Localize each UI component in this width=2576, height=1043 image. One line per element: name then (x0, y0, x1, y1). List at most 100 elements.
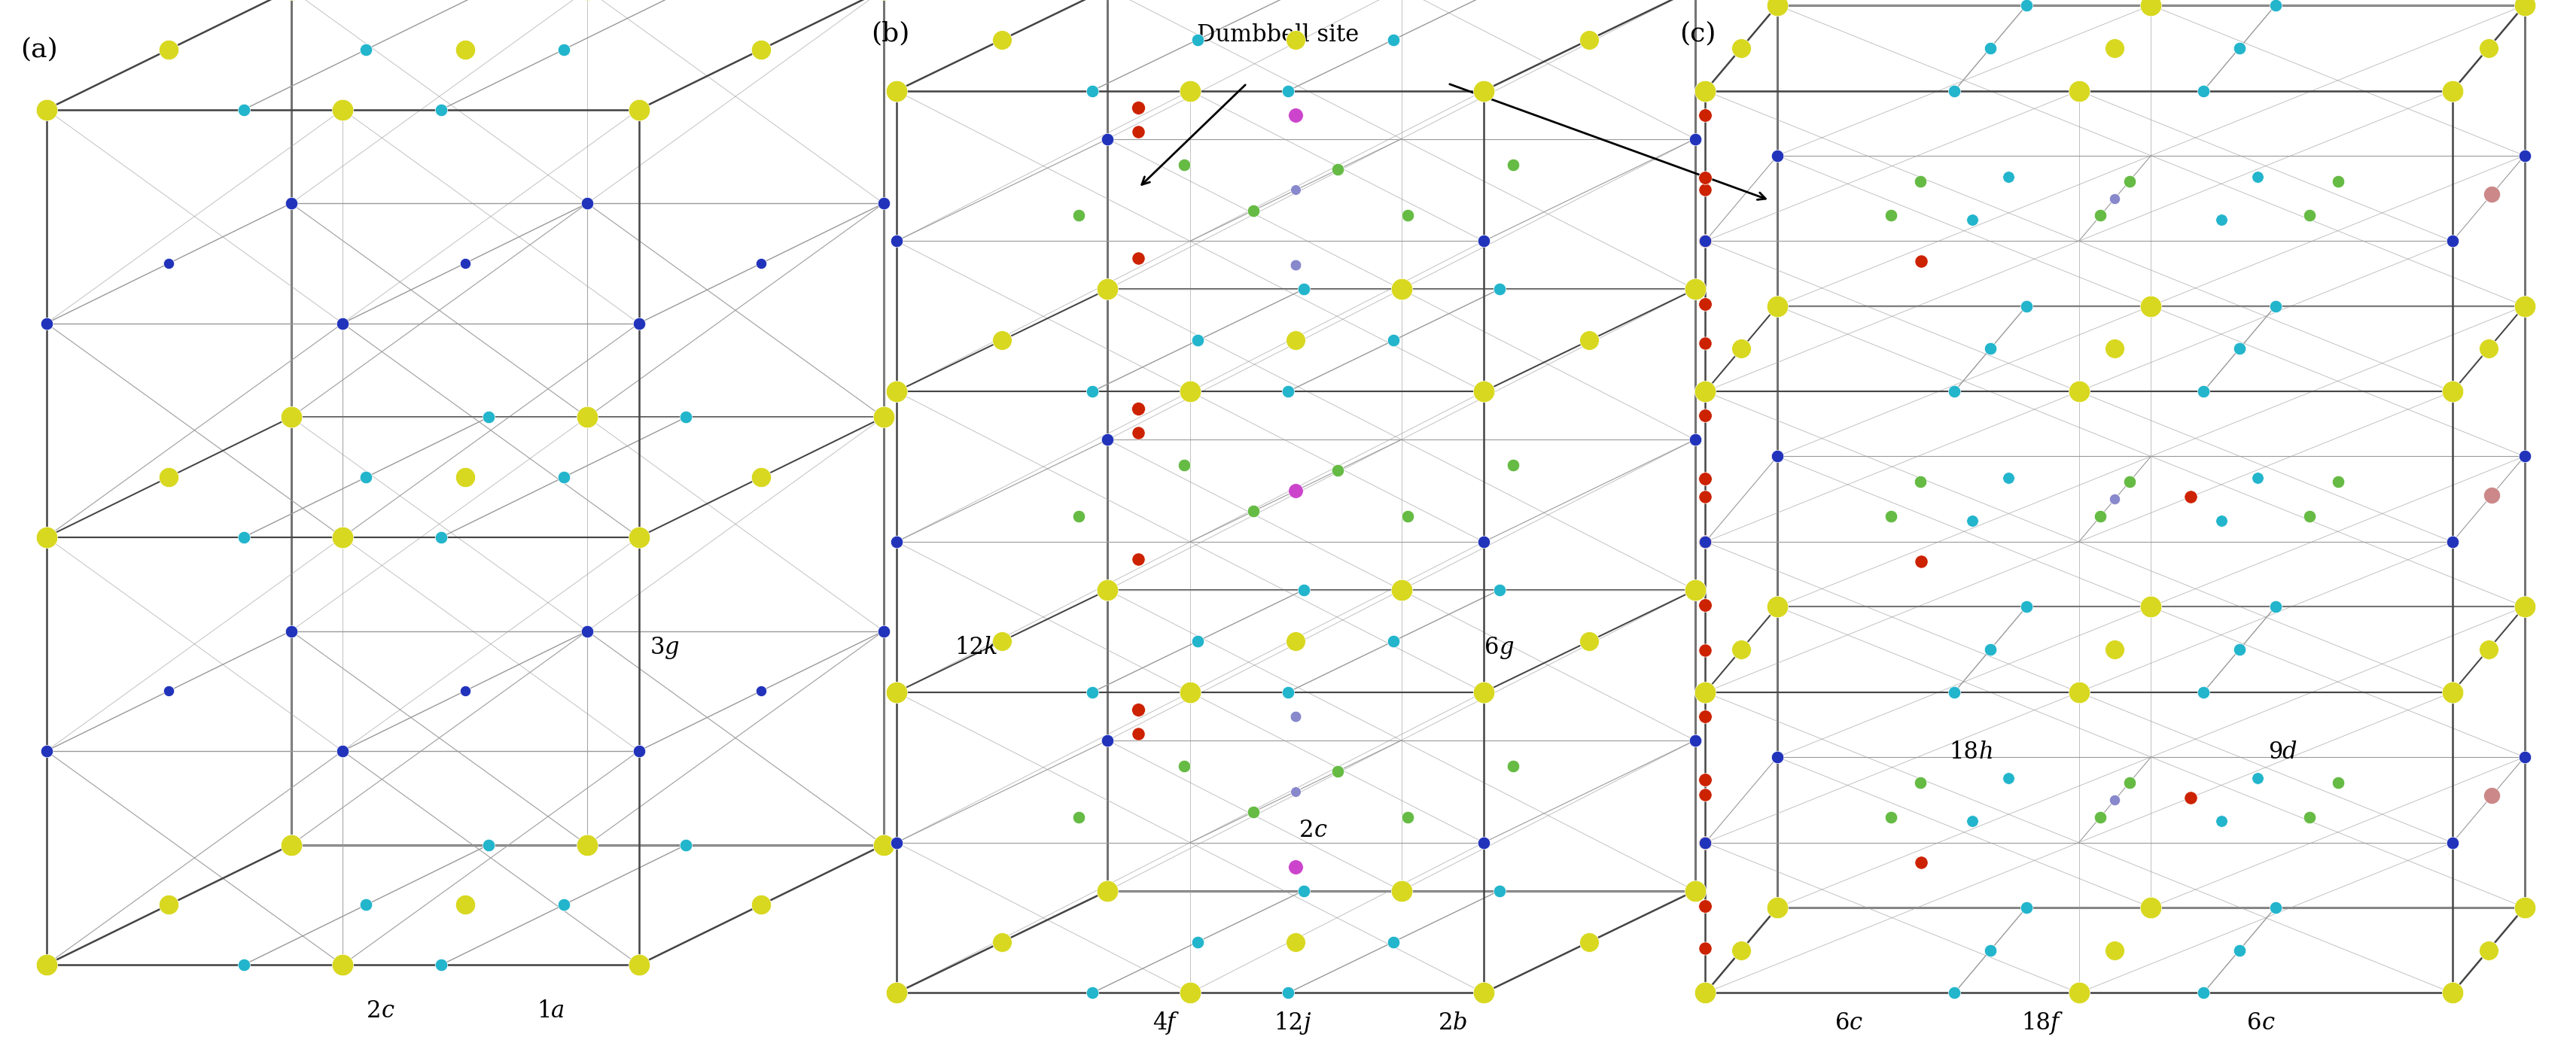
Point (2504, 0, 2545, 14)
Point (618, 743, 659, 759)
Point (1386, 508, 1427, 525)
Point (2236, 169, 2277, 186)
Point (1685, 233, 1726, 249)
Point (2182, 684, 2223, 701)
Point (2079, 508, 2120, 525)
Point (2079, 208, 2120, 224)
Point (26, 956, 67, 973)
Point (224, 101, 265, 118)
Point (1479, 582, 1520, 599)
Point (1072, 684, 1113, 701)
Point (345, 896, 386, 914)
Point (2200, 212, 2241, 228)
Point (2058, 82, 2099, 99)
Point (2470, 186, 2512, 202)
Point (1381, 582, 1422, 599)
Point (1685, 181, 1726, 198)
Point (1463, 684, 1504, 701)
Text: 3: 3 (649, 636, 665, 659)
Point (2468, 641, 2509, 658)
Point (1989, 469, 2030, 486)
Point (981, 31, 1023, 48)
Point (2110, 173, 2151, 190)
Point (2218, 340, 2259, 357)
Point (1685, 597, 1726, 613)
Point (567, 623, 608, 639)
Text: f: f (2050, 1012, 2058, 1035)
Point (1087, 732, 1128, 749)
Point (2182, 82, 2223, 99)
Point (1275, 181, 1316, 198)
Point (1757, 899, 1798, 916)
Point (2290, 808, 2331, 825)
Point (1386, 808, 1427, 825)
Point (863, 409, 904, 426)
Point (1275, 31, 1316, 48)
Point (739, 41, 781, 57)
Text: 4: 4 (1151, 1012, 1167, 1035)
Point (2254, 0, 2295, 14)
Point (2236, 469, 2277, 486)
Point (1316, 162, 1358, 178)
Point (618, 956, 659, 973)
Point (1381, 882, 1422, 899)
Point (1164, 757, 1206, 774)
Point (1685, 534, 1726, 551)
Text: 6: 6 (2246, 1012, 2262, 1035)
Point (863, 195, 904, 212)
Point (2254, 899, 2295, 916)
Text: b: b (1453, 1012, 1468, 1035)
Point (1316, 762, 1358, 779)
Point (2094, 40, 2136, 56)
Point (2007, 599, 2048, 615)
Point (1492, 457, 1533, 474)
Point (1072, 383, 1113, 399)
Text: k: k (984, 636, 997, 659)
Point (270, 836, 312, 853)
Point (1685, 940, 1726, 956)
Point (739, 683, 781, 700)
Point (2058, 383, 2099, 399)
Point (26, 315, 67, 332)
Point (1685, 786, 1726, 803)
Point (2094, 491, 2136, 508)
Point (1059, 808, 1100, 825)
Point (2169, 488, 2210, 505)
Point (567, 836, 608, 853)
Text: c: c (381, 999, 394, 1022)
Text: 12: 12 (956, 636, 984, 659)
Point (2200, 512, 2241, 529)
Point (1685, 233, 1726, 249)
Point (1087, 582, 1128, 599)
Point (1177, 633, 1218, 650)
Point (1685, 897, 1726, 914)
Point (1275, 482, 1316, 500)
Point (2504, 448, 2545, 465)
Point (2318, 774, 2360, 791)
Point (876, 82, 917, 99)
Point (149, 256, 191, 272)
Point (1118, 725, 1159, 742)
Point (1275, 633, 1316, 650)
Point (2130, 0, 2172, 14)
Point (1935, 383, 1976, 399)
Point (2182, 985, 2223, 1001)
Point (420, 529, 461, 545)
Point (322, 529, 363, 545)
Point (224, 956, 265, 973)
Point (2058, 985, 2099, 1001)
Point (618, 529, 659, 545)
Point (2432, 985, 2473, 1001)
Point (1170, 684, 1211, 701)
Point (1971, 942, 2012, 959)
Text: 18: 18 (1950, 741, 1978, 763)
Point (2318, 173, 2360, 190)
Text: 2: 2 (366, 999, 381, 1022)
Point (2432, 834, 2473, 851)
Point (2130, 599, 2172, 615)
Point (1721, 340, 1762, 357)
Point (2432, 82, 2473, 99)
Text: (c): (c) (1680, 21, 1716, 47)
Point (1118, 99, 1159, 116)
Point (1721, 641, 1762, 658)
